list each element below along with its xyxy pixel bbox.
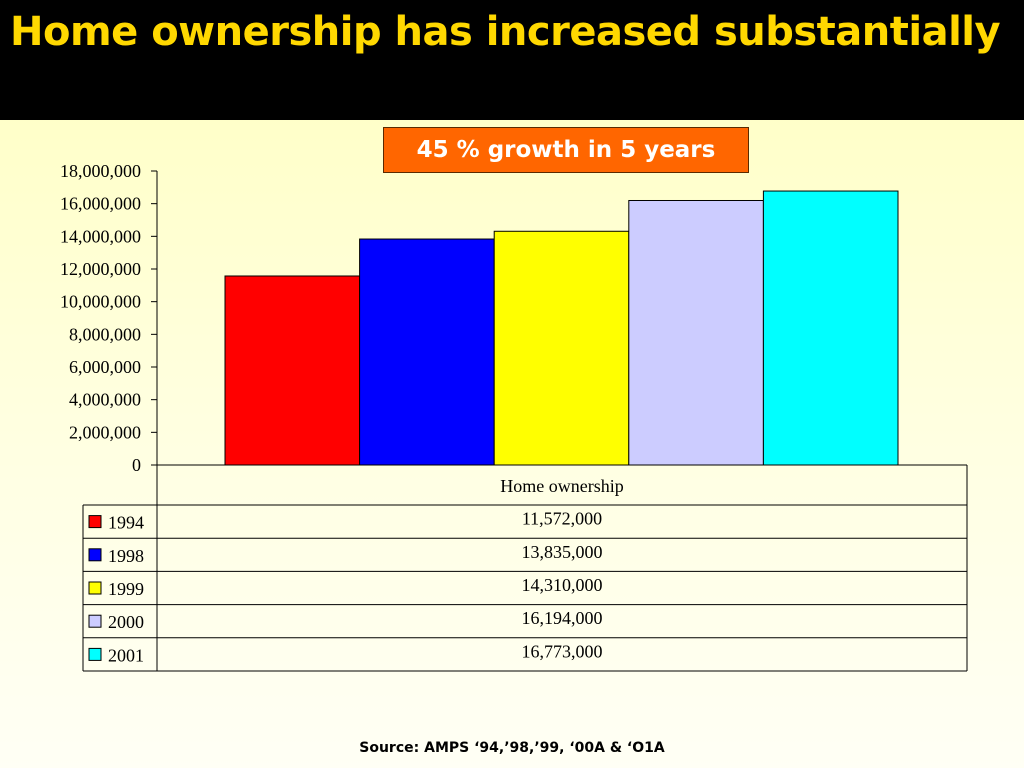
- data-label-1994: 11,572,000: [522, 509, 602, 529]
- legend-label-1998: 1998: [108, 546, 144, 566]
- y-tick-label: 10,000,000: [60, 292, 141, 312]
- data-label-2001: 16,773,000: [522, 641, 603, 661]
- legend-swatch-1998: [88, 548, 102, 562]
- data-label-1999: 14,310,000: [522, 575, 603, 595]
- legend-label-1999: 1999: [108, 579, 144, 599]
- legend-label-2000: 2000: [108, 612, 144, 632]
- legend-swatch-1994: [88, 515, 102, 529]
- y-tick-label: 14,000,000: [60, 226, 141, 246]
- y-axis: 0 2,000,000 4,000,000 6,000,000 8,000,000 10,…: [60, 161, 158, 475]
- bar-1999: [493, 230, 630, 466]
- category-label: Home ownership: [500, 476, 623, 496]
- bars: [224, 190, 899, 466]
- bar-2001: [762, 190, 899, 466]
- bar-1998: [359, 238, 495, 466]
- legend-swatch-2001: [88, 647, 102, 661]
- bar-1994: [224, 275, 361, 466]
- legend-swatch-1999: [88, 581, 102, 595]
- legend-swatch-2000: [88, 614, 102, 628]
- data-table: Home ownership 1994 11,572,000 1998 13,835,0…: [82, 464, 968, 672]
- y-tick-label: 16,000,000: [60, 194, 141, 214]
- title-bar: Home ownership has increased substantial…: [0, 0, 1024, 120]
- y-tick-label: 12,000,000: [60, 259, 141, 279]
- y-tick-label: 18,000,000: [60, 161, 141, 181]
- bar-2000: [628, 199, 764, 466]
- legend-label-2001: 2001: [108, 645, 144, 665]
- y-tick-label: 8,000,000: [69, 324, 141, 344]
- y-tick-label: 4,000,000: [69, 390, 141, 410]
- data-label-1998: 13,835,000: [522, 542, 603, 562]
- legend-label-1994: 1994: [108, 513, 144, 533]
- y-tick-label: 0: [132, 455, 141, 475]
- y-tick-label: 2,000,000: [69, 422, 141, 442]
- source-note: Source: AMPS ‘94,’98,’99, ‘00A & ‘O1A: [359, 740, 665, 756]
- growth-callout: 45 % growth in 5 years: [383, 127, 749, 173]
- data-label-2000: 16,194,000: [522, 608, 603, 628]
- slide-title: Home ownership has increased substantial…: [10, 9, 1001, 55]
- y-tick-label: 6,000,000: [69, 357, 141, 377]
